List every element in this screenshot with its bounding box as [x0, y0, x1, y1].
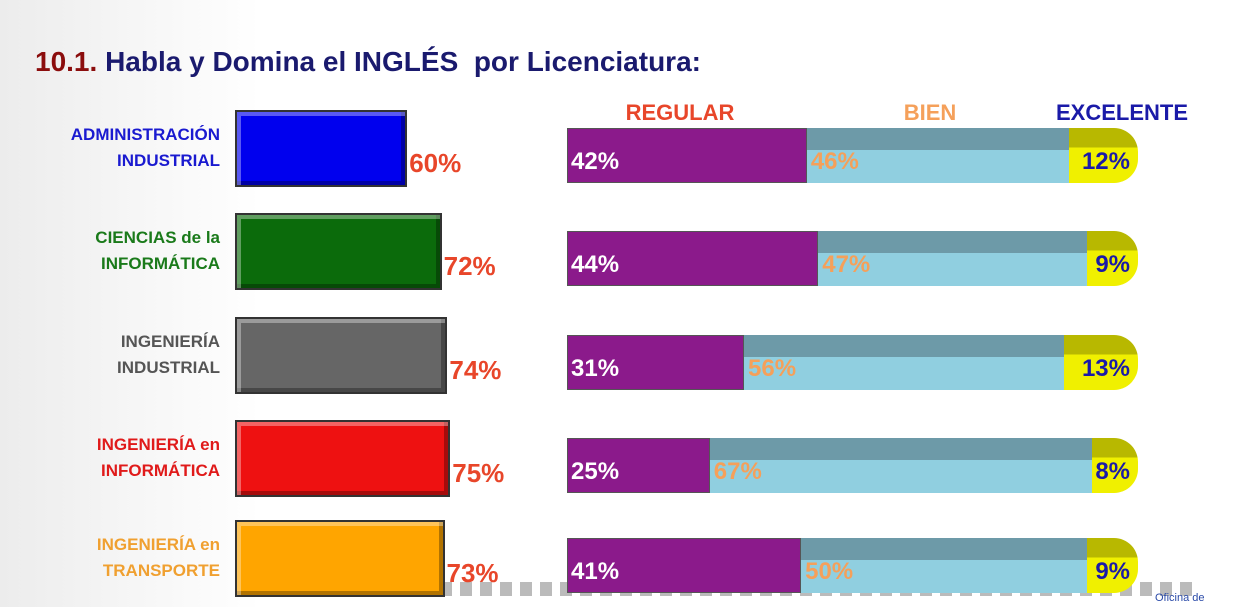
value-label: 44%: [571, 251, 620, 278]
value-label: 42%: [571, 148, 620, 175]
segment: [1063, 335, 1138, 390]
segment: [1092, 438, 1138, 493]
value-label: 46%: [810, 148, 859, 175]
title-text: Habla y Domina el INGLÉS por Licenciatur…: [105, 46, 701, 77]
category-label: INGENIERÍA INDUSTRIAL: [117, 332, 220, 377]
segment: [1069, 128, 1138, 183]
category-label: CIENCIAS de la INFORMÁTICA: [95, 228, 220, 273]
value-label: 31%: [571, 355, 620, 382]
legend-entry: REGULAR: [625, 100, 735, 125]
legend-entry: EXCELENTE: [1055, 100, 1189, 125]
bar: [235, 110, 408, 187]
bar: [235, 520, 445, 597]
segment: [1086, 538, 1138, 593]
segment: [567, 538, 802, 593]
value-label: 73%: [446, 558, 499, 588]
value-label: 56%: [748, 355, 797, 382]
value-label: 13%: [1081, 355, 1130, 382]
value-label: 67%: [713, 458, 762, 485]
segment: [567, 438, 710, 493]
segment: [818, 231, 1087, 286]
title-number: 10.1.: [35, 46, 98, 77]
value-label: 50%: [805, 558, 854, 585]
segment: [709, 438, 1093, 493]
title: 10.1. Habla y Domina el INGLÉS por Licen…: [35, 46, 701, 78]
bar: [235, 420, 451, 497]
value-label: 8%: [1095, 458, 1130, 485]
segment: [744, 335, 1064, 390]
bar: [235, 213, 442, 290]
value-label: 74%: [449, 355, 502, 385]
value-label: 60%: [409, 148, 462, 178]
category-label: ADMINISTRACIÓN INDUSTRIAL: [70, 125, 220, 170]
bar: [235, 317, 448, 394]
value-label: 47%: [822, 251, 871, 278]
value-label: 75%: [452, 458, 505, 488]
value-label: 72%: [443, 251, 496, 281]
category-label: INGENIERÍA en INFORMÁTICA: [96, 435, 220, 480]
segment: [567, 231, 819, 286]
segment: [806, 128, 1070, 183]
segment: [567, 128, 807, 183]
value-label: 9%: [1095, 558, 1130, 585]
segment: [1086, 231, 1138, 286]
value-label: 12%: [1081, 148, 1130, 175]
legend-entry: BIEN: [903, 100, 957, 125]
category-label: INGENIERÍA en TRANSPORTE: [96, 535, 220, 580]
value-label: 41%: [571, 558, 620, 585]
value-label: 9%: [1095, 251, 1130, 278]
value-label: 25%: [571, 458, 620, 485]
segment: [801, 538, 1087, 593]
segment: [567, 335, 744, 390]
footer: Oficina de: [1155, 592, 1205, 604]
